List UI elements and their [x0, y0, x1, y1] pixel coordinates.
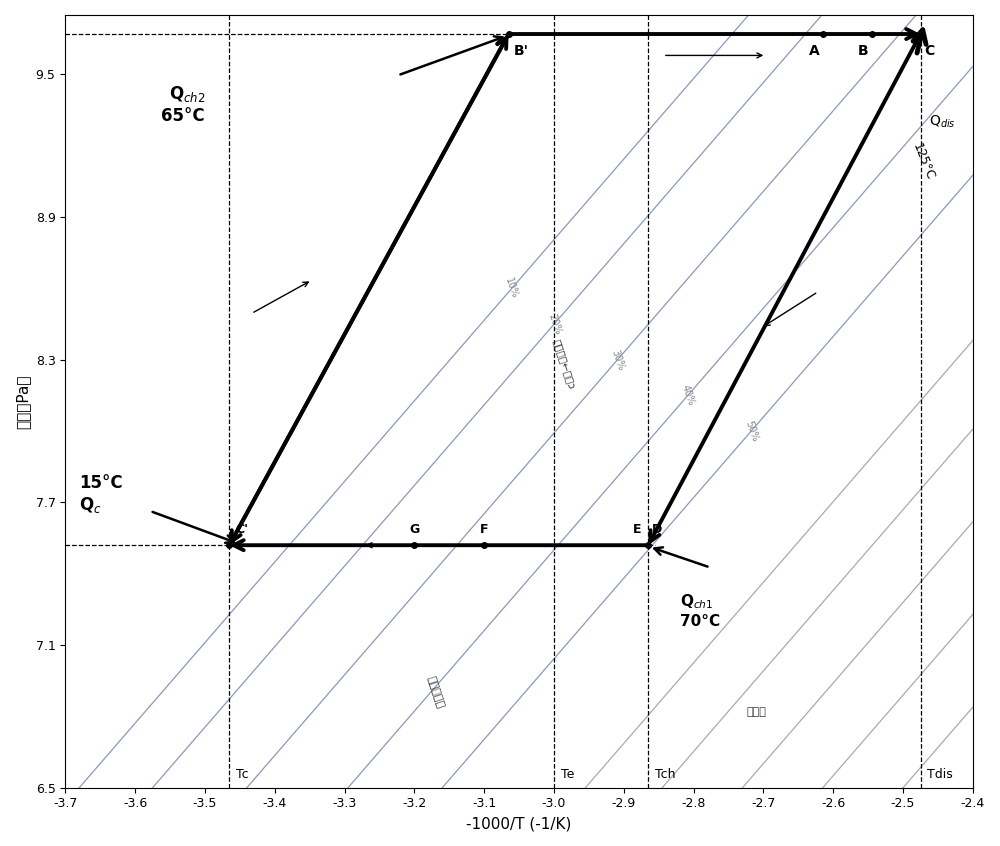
- Text: 125°C: 125°C: [910, 141, 937, 182]
- Text: 炭黒吸附←蒸发ↄ: 炭黒吸附←蒸发ↄ: [552, 338, 577, 391]
- Text: 一水氧化锂: 一水氧化锂: [425, 675, 445, 710]
- Text: F: F: [480, 523, 488, 536]
- Text: 10%: 10%: [504, 277, 520, 300]
- Text: Tc: Tc: [236, 767, 249, 781]
- Text: C: C: [924, 43, 934, 58]
- Text: 30%: 30%: [609, 348, 626, 371]
- Text: A: A: [809, 43, 819, 58]
- Text: Tch: Tch: [655, 767, 676, 781]
- Text: E: E: [633, 523, 641, 536]
- Text: 15°C
Q$_c$: 15°C Q$_c$: [79, 474, 123, 515]
- Text: D: D: [652, 523, 662, 536]
- Text: Q$_{dis}$: Q$_{dis}$: [929, 114, 956, 130]
- Text: 20%: 20%: [546, 312, 562, 336]
- Text: 50%: 50%: [743, 420, 759, 442]
- Y-axis label: 压力（Pa）: 压力（Pa）: [15, 374, 30, 429]
- Text: 40%: 40%: [680, 384, 696, 407]
- Text: 氯化锂: 氯化锂: [747, 706, 766, 717]
- Text: B': B': [514, 43, 529, 58]
- Text: Te: Te: [561, 767, 574, 781]
- Text: B: B: [858, 43, 868, 58]
- X-axis label: -1000/T (-1/K): -1000/T (-1/K): [466, 816, 572, 831]
- Text: Q$_{ch2}$
65°C: Q$_{ch2}$ 65°C: [161, 84, 205, 124]
- Text: C': C': [235, 523, 248, 536]
- Text: Q$_{ch1}$
70°C: Q$_{ch1}$ 70°C: [680, 593, 720, 629]
- Text: Tdis: Tdis: [927, 767, 953, 781]
- Text: G: G: [409, 523, 419, 536]
